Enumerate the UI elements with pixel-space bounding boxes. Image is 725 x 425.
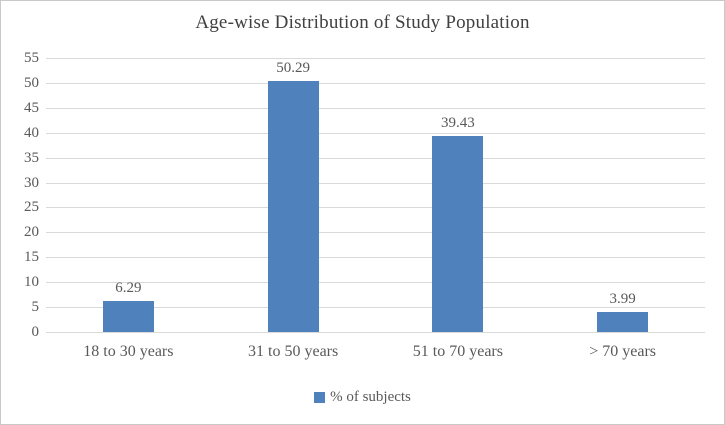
gridline	[46, 207, 705, 209]
y-tick-label: 35	[24, 149, 39, 166]
x-tick-label: 31 to 50 years	[248, 343, 339, 360]
y-tick-label: 10	[24, 274, 39, 291]
gridline	[46, 282, 705, 284]
x-tick-label: 18 to 30 years	[83, 343, 174, 360]
legend-label: % of subjects	[330, 389, 411, 405]
plot-area: 6.29 50.29 39.43 3.99	[46, 58, 705, 333]
x-tick-label: > 70 years	[589, 343, 657, 360]
bar-value-label: 3.99	[609, 291, 636, 308]
y-tick-label: 40	[24, 124, 39, 141]
bar-value-label: 6.29	[115, 279, 142, 296]
bar	[432, 135, 484, 332]
y-tick-label: 0	[31, 324, 40, 340]
gridline	[46, 58, 705, 59]
gridline	[46, 182, 705, 184]
chart-title: Age-wise Distribution of Study Populatio…	[195, 12, 530, 33]
legend-swatch-icon	[314, 392, 326, 403]
gridline	[46, 157, 705, 159]
bar-value-label: 39.43	[441, 114, 475, 131]
y-tick-label: 55	[24, 50, 39, 66]
y-tick-label: 15	[24, 249, 39, 266]
bar	[267, 81, 319, 332]
y-tick-label: 50	[24, 74, 39, 91]
bar	[597, 312, 649, 332]
gridline	[46, 107, 705, 109]
y-tick-label: 45	[24, 99, 39, 116]
bar	[102, 300, 154, 332]
y-tick-label: 30	[24, 174, 39, 191]
gridline	[46, 132, 705, 134]
gridline	[46, 82, 705, 84]
y-tick-label: 5	[31, 299, 40, 316]
gridline	[46, 307, 705, 309]
bar-value-label: 50.29	[276, 60, 310, 77]
x-tick-label: 51 to 70 years	[412, 343, 503, 360]
y-tick-label: 25	[24, 199, 39, 216]
y-tick-label: 20	[24, 224, 39, 241]
gridline	[46, 232, 705, 234]
legend: % of subjects	[1, 389, 724, 406]
gridline	[46, 257, 705, 259]
gridline	[46, 332, 705, 333]
